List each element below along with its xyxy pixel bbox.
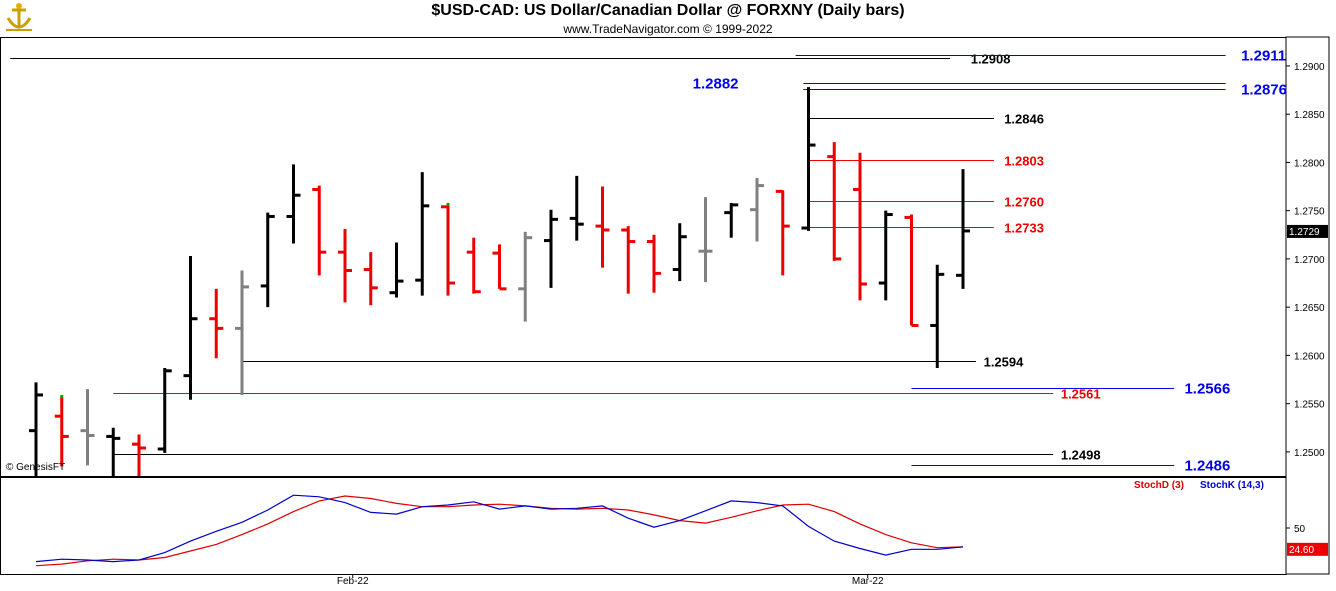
level-label: 1.2908 bbox=[971, 52, 1011, 67]
price-axis-tick-label: 1.2800 bbox=[1294, 158, 1325, 169]
legend-stoch-k: StochK (14,3) bbox=[1200, 480, 1264, 491]
level-label: 1.2876 bbox=[1241, 82, 1287, 99]
level-label: 1.2760 bbox=[1004, 195, 1044, 210]
price-axis-tick-label: 1.2700 bbox=[1294, 255, 1325, 266]
stoch-d-line bbox=[35, 495, 964, 567]
level-label: 1.2911 bbox=[1241, 48, 1286, 65]
chart-subtitle: www.TradeNavigator.com © 1999-2022 bbox=[563, 22, 773, 36]
trade-navigator-logo-icon bbox=[4, 2, 34, 34]
level-label: 1.2594 bbox=[984, 355, 1025, 370]
level-label: 1.2882 bbox=[693, 76, 739, 93]
level-label: 1.2561 bbox=[1061, 387, 1101, 402]
last-price-label: 1.2729 bbox=[1289, 227, 1320, 238]
signal-marker bbox=[446, 202, 450, 206]
chart-title: $USD-CAD: US Dollar/Canadian Dollar @ FO… bbox=[431, 2, 905, 19]
osc-last-label: 24.60 bbox=[1289, 545, 1314, 556]
osc-axis-tick-label: 50 bbox=[1294, 524, 1306, 535]
price-panel-frame bbox=[0, 37, 1287, 477]
genesis-watermark: © GenesisFT bbox=[6, 462, 66, 473]
level-label: 1.2733 bbox=[1004, 221, 1044, 236]
price-axis-tick-label: 1.2900 bbox=[1294, 62, 1325, 73]
level-label: 1.2846 bbox=[1004, 112, 1044, 127]
price-axis-tick-label: 1.2850 bbox=[1294, 110, 1325, 121]
signal-marker bbox=[60, 394, 64, 398]
y-axis-frame bbox=[1285, 36, 1330, 575]
level-label: 1.2803 bbox=[1004, 154, 1044, 169]
oscillator-panel-frame bbox=[0, 477, 1287, 575]
level-label: 1.2486 bbox=[1184, 458, 1230, 475]
osc-last-badge bbox=[1287, 542, 1328, 556]
legend-stoch-d: StochD (3) bbox=[1134, 480, 1184, 491]
price-axis-tick-label: 1.2750 bbox=[1294, 207, 1325, 218]
price-axis-tick-label: 1.2650 bbox=[1294, 303, 1325, 314]
level-label: 1.2498 bbox=[1061, 448, 1101, 463]
price-axis-tick-label: 1.2500 bbox=[1294, 448, 1325, 459]
price-axis-tick-label: 1.2550 bbox=[1294, 400, 1325, 411]
price-axis-tick-label: 1.2600 bbox=[1294, 351, 1325, 362]
level-label: 1.2566 bbox=[1184, 381, 1230, 398]
last-price-badge bbox=[1287, 224, 1328, 238]
x-axis-label: Feb-22 bbox=[337, 576, 369, 587]
stoch-k-line bbox=[35, 494, 964, 563]
x-axis-label: Mar-22 bbox=[852, 576, 884, 587]
